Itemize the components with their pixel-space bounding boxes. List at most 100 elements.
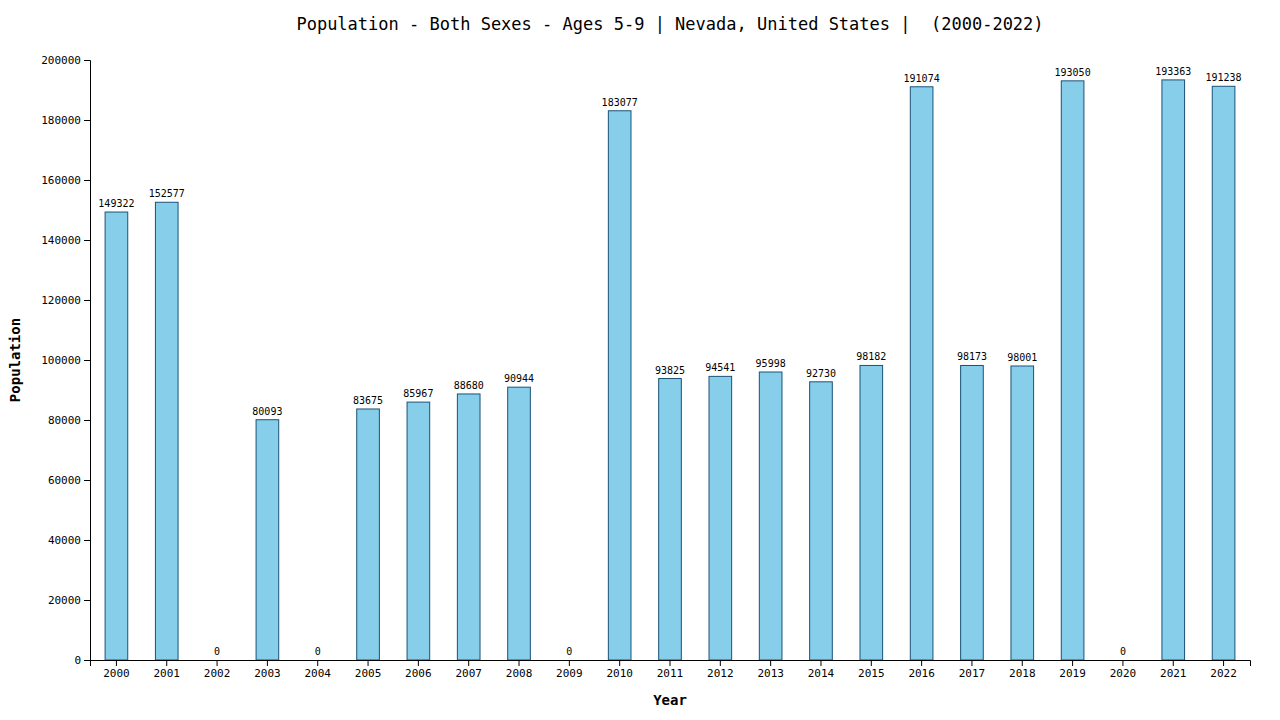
chart: 2000200120022003200420052006200720082009… <box>0 0 1280 720</box>
tick-mark <box>418 660 419 666</box>
bar <box>457 394 480 660</box>
tick-label: 2006 <box>405 667 432 680</box>
data-label: 191074 <box>904 73 940 84</box>
bar <box>508 387 531 660</box>
tick: 2010 <box>606 660 633 680</box>
bar <box>659 379 682 660</box>
tick-label: 2019 <box>1059 667 1086 680</box>
tick: 200000 <box>41 54 90 67</box>
x-axis: 2000200120022003200420052006200720082009… <box>91 660 1251 680</box>
tick: 2017 <box>959 660 986 680</box>
tick: 2008 <box>506 660 533 680</box>
bar <box>155 202 178 660</box>
data-label: 193050 <box>1055 67 1091 78</box>
data-label: 191238 <box>1206 72 1242 83</box>
tick: 2013 <box>757 660 784 680</box>
tick: 2003 <box>254 660 281 680</box>
tick-label: 2015 <box>858 667 885 680</box>
tick: 2022 <box>1210 660 1237 680</box>
tick: 2006 <box>405 660 432 680</box>
data-label: 0 <box>214 646 220 657</box>
tick-label: 20000 <box>48 594 81 607</box>
tick-label: 2021 <box>1160 667 1187 680</box>
tick-mark <box>619 660 620 666</box>
tick: 160000 <box>41 174 90 187</box>
tick-label: 2014 <box>808 667 835 680</box>
tick-mark <box>1173 660 1174 666</box>
tick-mark <box>84 240 90 241</box>
tick-mark <box>1022 660 1023 666</box>
tick: 100000 <box>41 354 90 367</box>
data-label: 80093 <box>252 406 282 417</box>
tick-label: 200000 <box>41 54 81 67</box>
tick-mark <box>820 660 821 666</box>
plot: 2000200120022003200420052006200720082009… <box>41 54 1250 680</box>
tick: 2021 <box>1160 660 1187 680</box>
tick-label: 120000 <box>41 294 81 307</box>
tick-mark <box>267 660 268 666</box>
bar <box>1061 81 1084 660</box>
tick: 120000 <box>41 294 90 307</box>
data-label: 152577 <box>149 188 185 199</box>
tick: 40000 <box>48 534 90 547</box>
tick-mark <box>770 660 771 666</box>
data-label: 85967 <box>403 388 433 399</box>
y-axis-title: Population <box>7 318 23 402</box>
tick-label: 2007 <box>455 667 482 680</box>
tick-mark <box>569 660 570 666</box>
tick-mark <box>921 660 922 666</box>
tick-mark <box>84 120 90 121</box>
bar <box>759 372 782 660</box>
tick: 2009 <box>556 660 583 680</box>
bar <box>407 402 430 660</box>
tick-mark <box>84 300 90 301</box>
tick: 2000 <box>103 660 130 680</box>
tick-label: 2018 <box>1009 667 1035 680</box>
tick-label: 2008 <box>506 667 533 680</box>
tick-mark <box>971 660 972 666</box>
tick-mark <box>720 660 721 666</box>
data-label: 94541 <box>705 362 735 373</box>
tick-mark <box>871 660 872 666</box>
tick-mark <box>317 660 318 666</box>
bar <box>256 420 279 660</box>
tick-label: 2002 <box>204 667 231 680</box>
bar <box>306 660 329 661</box>
tick-mark <box>519 660 520 666</box>
tick: 2018 <box>1009 660 1035 680</box>
tick: 2007 <box>455 660 482 680</box>
tick-label: 2011 <box>657 667 684 680</box>
tick-label: 2001 <box>153 667 180 680</box>
tick-label: 2000 <box>103 667 130 680</box>
tick: 2019 <box>1059 660 1086 680</box>
data-label: 0 <box>1120 646 1126 657</box>
data-label: 88680 <box>454 380 484 391</box>
tick-mark <box>84 540 90 541</box>
tick: 2011 <box>657 660 684 680</box>
bar <box>910 87 933 660</box>
tick-label: 160000 <box>41 174 81 187</box>
bar <box>961 365 984 660</box>
tick-mark <box>84 480 90 481</box>
tick-label: 40000 <box>48 534 81 547</box>
title: Population - Both Sexes - Ages 5-9 | Nev… <box>296 14 1043 34</box>
tick-mark <box>84 420 90 421</box>
data-label: 98001 <box>1007 352 1037 363</box>
bar <box>608 111 631 660</box>
bar <box>1212 86 1235 660</box>
tick-label: 180000 <box>41 114 81 127</box>
data-label: 95998 <box>756 358 786 369</box>
tick-mark <box>368 660 369 666</box>
tick-label: 2005 <box>355 667 382 680</box>
tick: 20000 <box>48 594 90 607</box>
tick-label: 140000 <box>41 234 81 247</box>
tick: 180000 <box>41 114 90 127</box>
tick-mark <box>84 660 90 661</box>
data-label: 98173 <box>957 351 987 362</box>
tick-label: 100000 <box>41 354 81 367</box>
tick: 2016 <box>908 660 935 680</box>
bars <box>105 80 1235 660</box>
tick-label: 2012 <box>707 667 734 680</box>
data-label: 83675 <box>353 395 383 406</box>
tick-mark <box>1122 660 1123 666</box>
